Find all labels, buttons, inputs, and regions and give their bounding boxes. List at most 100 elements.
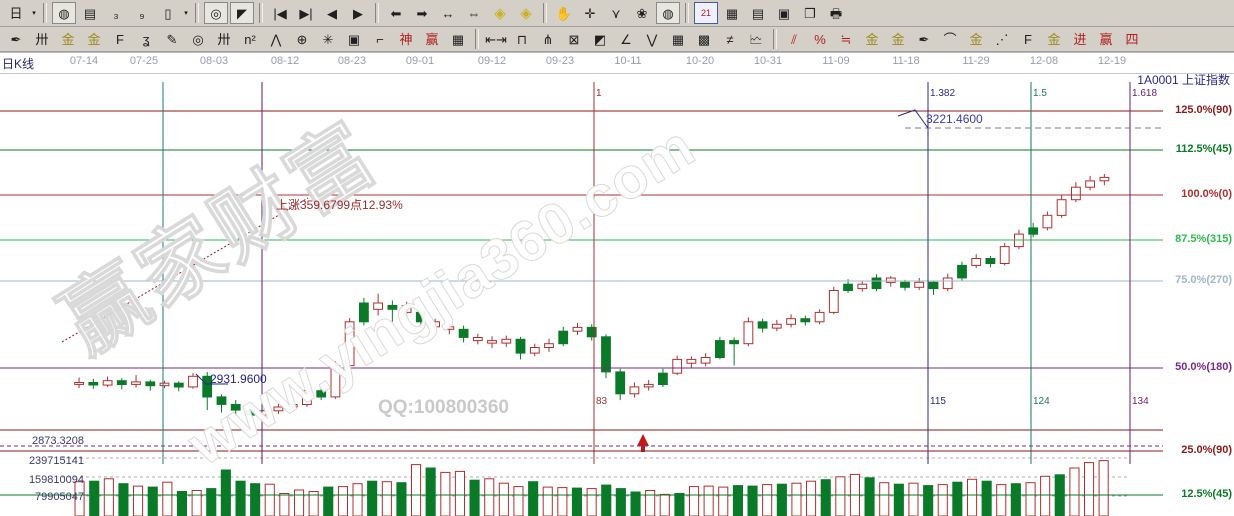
ying-slash-icon[interactable]: 赢: [1099, 31, 1113, 47]
zigzag-icon[interactable]: ⋁: [646, 31, 658, 47]
volume-bar: [557, 487, 568, 516]
fan-fill-icon[interactable]: ◩: [593, 31, 607, 47]
star-burst-icon[interactable]: ✳: [322, 31, 334, 47]
multi-period-3-icon[interactable]: ₃: [113, 5, 119, 21]
arc-icon[interactable]: ⌒: [943, 31, 957, 47]
percent-icon[interactable]: %: [814, 31, 826, 47]
volume-bar: [250, 483, 261, 516]
date-tick: 11-29: [962, 55, 990, 67]
f-slash-icon[interactable]: F: [1024, 31, 1032, 47]
fan-box-icon[interactable]: ⊠: [568, 31, 580, 47]
overlay-compare-icon[interactable]: ◍: [52, 2, 76, 24]
candlestick: [715, 336, 725, 360]
gold-ratio2-icon[interactable]: 金: [87, 31, 101, 47]
candle-style-icon[interactable]: ▯: [164, 5, 172, 21]
save-icon[interactable]: ▣: [777, 5, 791, 21]
span-icon[interactable]: ⇤⇥: [485, 31, 507, 47]
percent-band-icon[interactable]: F: [116, 31, 124, 47]
ying-icon[interactable]: 赢: [425, 31, 439, 47]
multi-period-9-icon[interactable]: ₉: [139, 5, 145, 21]
fib-level-label: 125.0%(90): [1175, 104, 1232, 116]
gold-circle-icon[interactable]: 金: [865, 31, 879, 47]
toolbar-separator: [259, 3, 263, 23]
expand-h-icon[interactable]: ↔: [441, 5, 455, 21]
vline-top-label: 1.382: [930, 88, 956, 99]
price-pane[interactable]: [0, 72, 1234, 438]
time-grid-icon[interactable]: 卅: [217, 31, 231, 47]
square-n2-icon[interactable]: n²: [244, 31, 256, 47]
gold-slash-icon[interactable]: 金: [1047, 31, 1061, 47]
last-page-icon[interactable]: ▶|: [299, 5, 313, 21]
candlestick: [458, 325, 469, 343]
jin-slash-icon[interactable]: 进: [1073, 31, 1087, 47]
calendar-icon[interactable]: 21: [694, 2, 718, 24]
percent-eq-icon[interactable]: ≒: [840, 31, 852, 47]
rect-tool-icon[interactable]: ⊓: [516, 31, 528, 47]
zoom-less-icon[interactable]: ◈: [520, 4, 532, 22]
brain-analysis-icon[interactable]: ◍: [656, 2, 680, 24]
zoom-more-icon[interactable]: ◈: [494, 4, 506, 22]
candlestick: [757, 318, 768, 333]
low-annotation: 2931.9600: [210, 372, 267, 386]
pen-tool-icon[interactable]: ✒: [10, 31, 22, 47]
wave-mark-icon[interactable]: ⌐: [376, 31, 384, 47]
first-page-icon[interactable]: |◀: [273, 5, 287, 21]
angle-line-icon[interactable]: ⋀: [270, 31, 282, 47]
date-tick: 11-18: [892, 55, 920, 67]
copy-icon[interactable]: ❐: [804, 5, 816, 21]
report-icon[interactable]: ▤: [83, 5, 97, 21]
volume-bar: [820, 479, 831, 516]
period-dropdown-caret[interactable]: ▾: [32, 10, 36, 17]
grid-123-icon[interactable]: ▦: [451, 31, 465, 47]
marker-pen-icon[interactable]: ✎: [166, 31, 178, 47]
percent-slash-icon[interactable]: ⫽: [791, 31, 797, 47]
candlestick: [287, 401, 298, 411]
gann-circle-icon[interactable]: ◎: [192, 31, 204, 47]
pen-red-icon[interactable]: ✒: [918, 31, 930, 47]
grid-b-icon[interactable]: ▩: [697, 31, 711, 47]
shen-icon[interactable]: 神: [399, 31, 413, 47]
chart-area[interactable]: 07-14 07-25 08-03 08-12 08-23 09-01 09-12 09-23…: [0, 52, 1234, 516]
gann-fan-grid-icon[interactable]: 卅: [35, 31, 49, 47]
print-icon[interactable]: 🖶: [829, 5, 843, 21]
shift-left-icon[interactable]: ⬅: [390, 5, 402, 21]
qq-watermark: QQ:100800360: [378, 397, 509, 418]
volume-bar: [645, 490, 656, 516]
ladder-icon[interactable]: 🗠: [749, 31, 763, 47]
date-tick: 07-25: [129, 55, 159, 67]
slash-eq-icon[interactable]: ⋰: [995, 31, 1009, 47]
spiral-icon[interactable]: ʓ: [142, 31, 150, 47]
gold-eq-icon[interactable]: 金: [891, 31, 905, 47]
price-candles: [74, 174, 1110, 422]
trend-channel-icon[interactable]: ≠: [726, 31, 734, 47]
candlestick: [800, 315, 811, 326]
volume-bar: [279, 493, 290, 516]
volume-bar: [732, 485, 744, 516]
candle-style-caret[interactable]: ▾: [184, 10, 188, 17]
four-slash-icon[interactable]: 四: [1125, 31, 1139, 47]
crosshair-icon[interactable]: ✛: [584, 5, 596, 21]
prev-icon[interactable]: ◀: [327, 5, 337, 21]
next-icon[interactable]: ▶: [353, 5, 363, 21]
gold-ratio1-icon[interactable]: 金: [61, 31, 75, 47]
candlestick: [828, 286, 839, 315]
box-frame-icon[interactable]: ▣: [347, 31, 361, 47]
indicator-icon[interactable]: ◎: [204, 2, 228, 24]
flower-tool-icon[interactable]: ❀: [636, 5, 648, 21]
double-line-icon[interactable]: ∠: [620, 31, 632, 47]
draw-line-icon[interactable]: ⋎: [611, 5, 621, 21]
volume-bar: [967, 478, 978, 516]
hand-pan-icon[interactable]: ✋: [555, 5, 573, 21]
fan-red-icon[interactable]: ⋔: [542, 31, 554, 47]
volume-bar: [615, 488, 626, 516]
target-icon[interactable]: ⊕: [296, 31, 308, 47]
grid-a-icon[interactable]: ▦: [671, 31, 685, 47]
period-day-button[interactable]: 日: [9, 5, 23, 21]
compress-h-icon[interactable]: ⇔: [467, 5, 481, 21]
notes-icon[interactable]: ▤: [751, 5, 765, 21]
gold-arc-icon[interactable]: 金: [969, 31, 983, 47]
color-chart-icon[interactable]: ◤: [230, 2, 254, 24]
calculator-icon[interactable]: ▦: [725, 5, 739, 21]
volume-pane[interactable]: [0, 438, 1234, 516]
shift-right-icon[interactable]: ➡: [416, 5, 428, 21]
